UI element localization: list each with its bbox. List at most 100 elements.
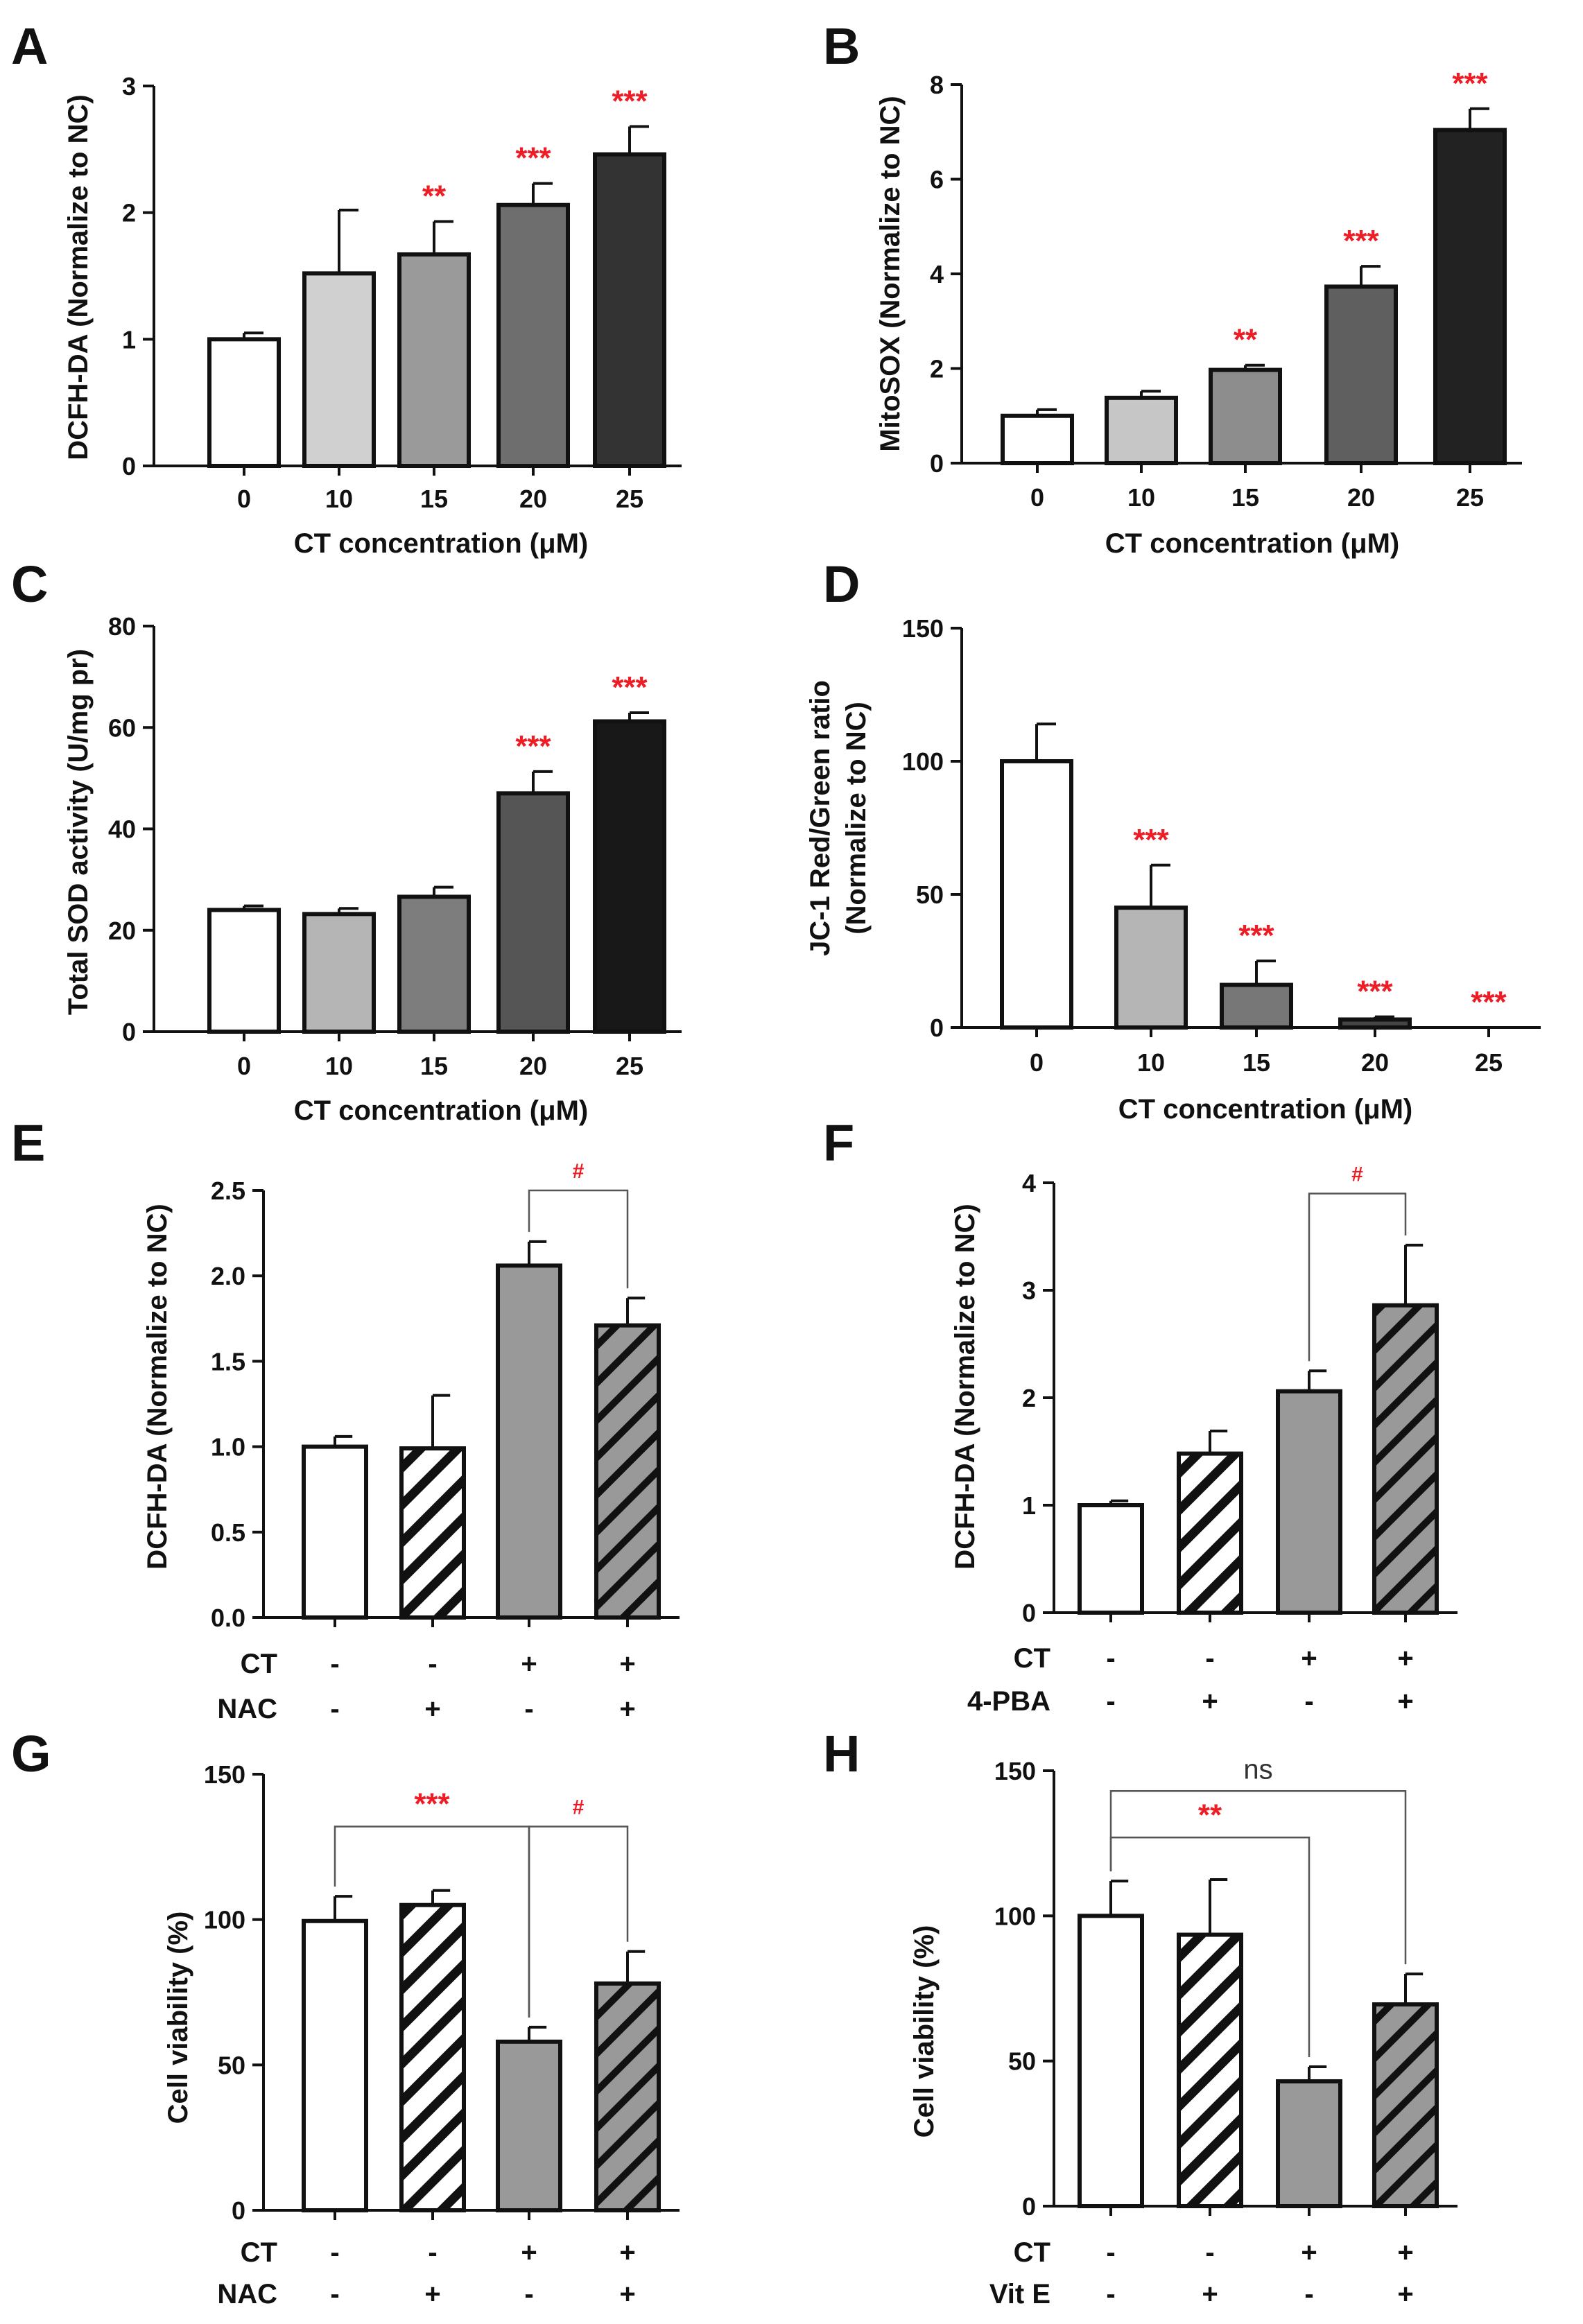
panel-h-treatment-sign: + [1397,2279,1413,2309]
panel-b-x-tick-label: 15 [1231,483,1259,512]
panel-b-y-tick-label: 2 [930,355,944,383]
panel-f-bar [1177,1451,1243,1615]
panel-f: F DCFH-DA (Normalize to NC) 0 1 2 3 4 CT - - + +4… [823,1114,1457,1717]
panel-f-bar [1078,1503,1144,1615]
panel-c-xlabel: CT concentration (μM) [294,1095,588,1126]
panel-d-y-tick-label: 100 [902,747,944,776]
panel-c: C Total SOD activity (U/mg pr) CT concen… [11,555,682,1126]
panel-a-x-tick-label: 25 [616,485,643,513]
panel-e-treatment-sign: - [330,1694,339,1724]
panel-c-x-tick-label: 25 [616,1052,643,1080]
panel-e-treatment-sign: + [521,1649,537,1679]
panel-c-bar [496,791,570,1034]
panel-g-treatment-sign: + [424,2279,440,2309]
panel-h-treatment-sign: - [1106,2279,1115,2309]
panel-b-y-tick-label: 0 [930,449,944,478]
panel-g-ylabel: Cell viability (%) [163,1911,193,2124]
panel-b-y-tick-label: 4 [930,260,944,288]
panel-c-y-tick-label: 40 [108,815,136,844]
panel-h-treatment-label: Vit E [989,2279,1050,2309]
panel-c-x-tick-label: 10 [325,1052,353,1080]
panel-c-y-tick-label: 60 [108,713,136,742]
panel-a-x-tick-label: 10 [325,485,353,513]
panel-c-x-tick-label: 0 [237,1052,251,1080]
panel-g-treatment-label: CT [241,2237,277,2268]
panel-f-treatment-sign: + [1202,1686,1218,1717]
panel-h-treatment-sign: + [1202,2279,1218,2309]
panel-f-letter: F [823,1114,854,1172]
panel-h-bar [1276,2079,1342,2209]
panel-g-comparison-bracket [528,1826,629,2018]
panel-b-x-tick-label: 10 [1127,483,1155,512]
panel-e-comparison-bracket [528,1189,629,1289]
panel-f-treatment-sign: - [1106,1686,1115,1717]
panel-g-y-tick-label: 50 [218,2051,245,2079]
panel-g-bar [594,1981,661,2212]
panel-c-letter: C [11,555,48,613]
panel-a-y-tick-label: 2 [122,199,136,227]
panel-e-y-tick-label: 1.5 [211,1347,245,1376]
panel-g: G Cell viability (%) 0 50 100 150 CT - - + + NAC -… [11,1725,680,2309]
panel-f-treatment-sign: - [1304,1686,1313,1717]
panel-d-significance: *** [1357,975,1393,1009]
panel-e-treatment-sign: - [330,1649,339,1679]
panel-d-x-tick-label: 15 [1243,1048,1270,1077]
panel-g-treatment-label: NAC [217,2279,277,2309]
panel-a-y-tick-label: 1 [122,325,136,354]
panel-a: A DCFH-DA (Normalize to NC) CT concentra… [11,17,682,559]
panel-d-y-tick-label: 50 [916,881,944,909]
panel-h-letter: H [823,1725,860,1783]
panel-g-letter: G [11,1725,51,1783]
panel-b-significance: *** [1343,224,1379,258]
panel-c-ylabel: Total SOD activity (U/mg pr) [63,649,94,1015]
panel-a-ylabel: DCFH-DA (Normalize to NC) [63,94,94,460]
panel-f-bracket-label: # [1351,1163,1363,1186]
panel-b-significance: *** [1452,67,1488,101]
panel-f-treatment-label: 4-PBA [967,1686,1050,1717]
panel-e-bracket-label: # [573,1160,585,1183]
panel-f-treatment-sign: - [1106,1643,1115,1674]
panel-e-treatment-sign: + [619,1694,635,1724]
panel-a-x-tick-label: 0 [237,485,251,513]
panel-b-x-tick-label: 0 [1030,483,1044,512]
panel-d-significance: *** [1238,919,1274,953]
panel-d-bar [1220,982,1293,1030]
panel-a-letter: A [11,17,48,75]
panel-g-treatment-sign: - [524,2279,533,2309]
panel-d-bar [1000,759,1073,1030]
panel-d-x-tick-label: 20 [1361,1048,1389,1077]
panel-h: H Cell viability (%) 0 50 100 150 CT - - + + Vit … [823,1725,1457,2309]
panel-b-ylabel: MitoSOX (Normalize to NC) [875,96,906,451]
panel-b-x-tick-label: 20 [1347,483,1375,512]
panel-g-bracket-label: # [573,1796,585,1819]
panel-b-letter: B [823,17,860,75]
panel-d: D JC-1 Red/Green ratio (Normalize to NC)… [805,555,1541,1125]
panel-h-treatment-sign: + [1397,2237,1413,2268]
panel-a-bar [593,152,666,468]
panel-c-x-tick-label: 15 [420,1052,448,1080]
panel-a-bar [397,252,471,468]
panel-g-treatment-sign: - [330,2279,339,2309]
panel-c-y-tick-label: 80 [108,612,136,641]
panel-e-bar [594,1323,661,1620]
panel-d-bar [1338,1017,1412,1030]
panel-e-y-tick-label: 1.0 [211,1433,245,1462]
panel-d-bar [1114,905,1188,1030]
panel-f-y-tick-label: 2 [1022,1384,1036,1412]
panel-b-bar [1105,395,1178,465]
panel-f-treatment-sign: + [1397,1686,1413,1717]
panel-e-y-tick-label: 2.0 [211,1262,245,1290]
panel-d-xlabel: CT concentration (μM) [1118,1094,1412,1125]
panel-h-treatment-sign: + [1301,2237,1317,2268]
panel-g-treatment-sign: - [428,2237,437,2268]
panel-f-y-tick-label: 3 [1022,1276,1036,1305]
panel-d-significance: *** [1133,823,1169,857]
panel-g-treatment-sign: - [330,2237,339,2268]
panel-d-x-tick-label: 10 [1137,1048,1165,1077]
panel-c-x-tick-label: 20 [519,1052,547,1080]
panel-h-y-tick-label: 50 [1008,2047,1036,2076]
panel-h-ylabel: Cell viability (%) [909,1925,940,2138]
panel-e-y-tick-label: 2.5 [211,1177,245,1205]
panel-e-letter: E [11,1114,45,1172]
